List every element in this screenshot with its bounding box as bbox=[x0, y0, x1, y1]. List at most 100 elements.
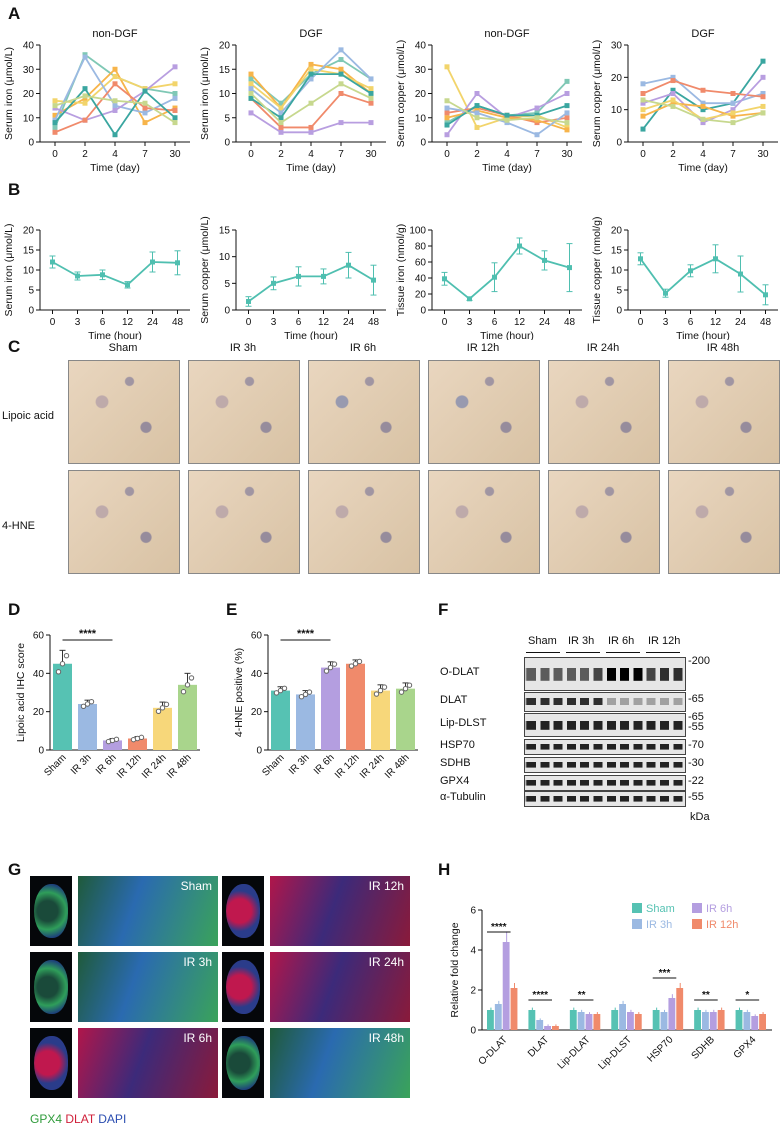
data-point bbox=[308, 61, 314, 67]
bar bbox=[751, 1016, 759, 1030]
data-point bbox=[172, 91, 178, 96]
data-point bbox=[444, 132, 450, 138]
blot-unit-label: kDa bbox=[690, 811, 710, 823]
y-tick-label: 100 bbox=[409, 226, 426, 237]
data-point bbox=[82, 100, 88, 106]
data-point bbox=[564, 103, 570, 109]
y-tick-label: 15 bbox=[23, 246, 35, 257]
x-tick-label: 0 bbox=[640, 149, 646, 160]
chart-tissue-iron-hours: 0 20 40 60 80 100 0 3 6 12 24 48 Time (hour) Tissue i… bbox=[395, 224, 582, 340]
data-dot bbox=[63, 653, 70, 659]
blot-band-label: HSP70 bbox=[440, 739, 475, 751]
data-point bbox=[338, 81, 344, 87]
data-point bbox=[278, 129, 284, 135]
data-point bbox=[142, 110, 148, 116]
data-point bbox=[172, 81, 178, 87]
ihc-column-label: Sham bbox=[108, 342, 138, 354]
data-dot bbox=[406, 682, 413, 688]
x-tick-label: 48 bbox=[760, 317, 772, 328]
data-point bbox=[52, 98, 58, 104]
data-point bbox=[82, 93, 88, 99]
data-dot bbox=[163, 701, 170, 708]
y-tick-label: 20 bbox=[23, 226, 35, 237]
data-point bbox=[474, 103, 480, 109]
data-point bbox=[278, 124, 284, 130]
data-point bbox=[640, 81, 646, 87]
panel-label-e: E bbox=[226, 600, 238, 619]
data-point bbox=[100, 272, 105, 278]
y-axis-label: Serum iron (μmol/L) bbox=[3, 224, 15, 317]
x-tick-label: 30 bbox=[561, 149, 573, 160]
blot-strip bbox=[524, 692, 686, 712]
y-tick-label: 15 bbox=[219, 226, 231, 237]
if-zoom-image: IR 3h bbox=[78, 952, 218, 1022]
x-tick-label: IR 12h bbox=[333, 752, 362, 781]
data-point bbox=[338, 120, 344, 126]
data-point bbox=[730, 113, 736, 119]
legend-swatch bbox=[632, 903, 642, 913]
data-dot bbox=[377, 687, 384, 694]
kidney-section bbox=[34, 1036, 68, 1090]
y-tick-label: 10 bbox=[23, 113, 35, 124]
x-tick-label: O-DLAT bbox=[477, 1034, 510, 1067]
bar bbox=[676, 988, 684, 1030]
data-dot bbox=[159, 705, 166, 711]
x-tick-label: 3 bbox=[663, 317, 669, 328]
data-point bbox=[700, 87, 706, 93]
x-tick-label: 2 bbox=[278, 149, 284, 160]
data-point bbox=[474, 124, 480, 130]
data-point bbox=[564, 78, 570, 84]
data-point bbox=[248, 86, 254, 92]
ihc-micrograph bbox=[668, 470, 780, 574]
if-legend-dapi: DAPI bbox=[98, 1112, 127, 1126]
data-dot bbox=[323, 668, 330, 674]
data-point bbox=[368, 91, 374, 96]
y-tick-label: 6 bbox=[470, 906, 476, 917]
if-zoom-image: IR 24h bbox=[270, 952, 410, 1022]
data-point bbox=[567, 265, 572, 271]
data-point bbox=[640, 97, 646, 103]
data-dot bbox=[88, 699, 95, 705]
data-point bbox=[700, 116, 706, 122]
x-tick-label: 0 bbox=[52, 149, 58, 160]
chart-title: non-DGF bbox=[484, 28, 530, 40]
data-point bbox=[112, 81, 118, 87]
x-tick-label: 3 bbox=[75, 317, 81, 328]
x-tick-label: Sham bbox=[42, 752, 68, 778]
x-axis-label: Time (hour) bbox=[284, 330, 338, 340]
y-tick-label: 10 bbox=[415, 113, 427, 124]
y-tick-label: 0 bbox=[28, 306, 34, 317]
bar bbox=[611, 1010, 619, 1030]
data-point bbox=[172, 107, 178, 113]
y-tick-label: 10 bbox=[611, 266, 623, 277]
y-tick-label: 40 bbox=[33, 669, 45, 680]
panel-label-g: G bbox=[8, 860, 22, 879]
ihc-micrograph bbox=[428, 360, 540, 464]
if-kidney-overview bbox=[222, 876, 264, 946]
x-tick-label: DLAT bbox=[526, 1034, 551, 1059]
data-point bbox=[248, 76, 254, 82]
x-axis-label: Time (day) bbox=[678, 162, 728, 174]
y-tick-label: 0 bbox=[38, 746, 44, 757]
data-point bbox=[308, 76, 314, 82]
x-tick-label: 0 bbox=[638, 317, 644, 328]
x-tick-label: 30 bbox=[169, 149, 181, 160]
x-tick-label: Lip-DLAT bbox=[556, 1034, 593, 1071]
blot-strip bbox=[524, 657, 686, 691]
bar bbox=[717, 1010, 725, 1030]
y-tick-label: 15 bbox=[611, 246, 623, 257]
data-dot bbox=[302, 691, 309, 698]
x-tick-label: 0 bbox=[248, 149, 254, 160]
blot-band-label: O-DLAT bbox=[440, 666, 480, 678]
data-point bbox=[368, 95, 374, 101]
y-tick-label: 0 bbox=[420, 138, 426, 149]
data-point bbox=[688, 268, 693, 274]
x-tick-label: HSP70 bbox=[645, 1034, 675, 1064]
x-tick-label: 30 bbox=[757, 149, 769, 160]
if-kidney-overview bbox=[30, 1028, 72, 1098]
chart-serum-copper-nondgf: 0 10 20 30 40 0 2 4 7 30 non-DGF Time (day) Serum co… bbox=[395, 28, 582, 174]
data-point bbox=[52, 103, 58, 109]
data-point bbox=[308, 100, 314, 106]
data-point bbox=[172, 115, 178, 121]
